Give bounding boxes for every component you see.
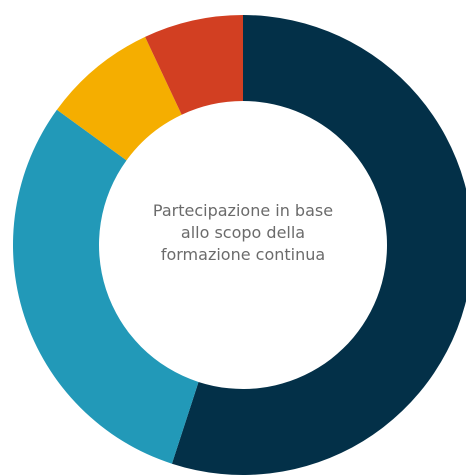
donut-segment	[56, 36, 182, 161]
donut-segment	[145, 15, 243, 115]
donut-segment	[171, 15, 466, 475]
chart-title: Partecipazione in base allo scopo della …	[152, 201, 334, 264]
donut-segment	[12, 109, 199, 464]
